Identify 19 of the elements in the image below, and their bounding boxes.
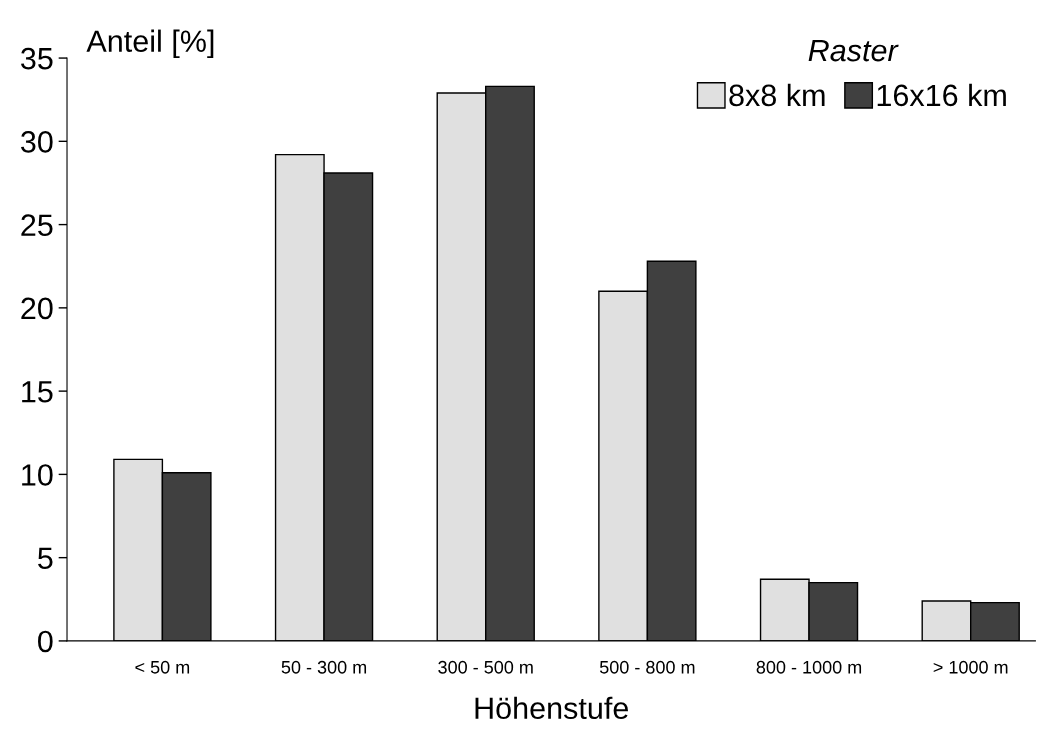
y-tick-label: 35 — [21, 47, 53, 70]
y-tick-label: 15 — [22, 381, 53, 403]
x-tick-label: 50 - 300 m — [281, 660, 367, 674]
x-tick-label: > 1000 m — [933, 660, 1008, 674]
y-tick-label: 0 — [38, 630, 53, 653]
legend-label: 8x8 km — [729, 83, 825, 107]
x-tick-label: < 50 m — [135, 660, 190, 674]
y-tick-label: 30 — [21, 131, 53, 153]
x-tick-label: 500 - 800 m — [599, 660, 695, 674]
y-tick-label: 25 — [21, 214, 53, 236]
y-tick-label: 10 — [22, 464, 53, 486]
legend-label: 16x16 km — [877, 83, 1006, 107]
legend-title: Raster — [808, 40, 899, 62]
x-axis-title: Höhenstufe — [475, 696, 628, 720]
y-tick-label: 5 — [38, 547, 53, 570]
y-tick-label: 20 — [21, 297, 53, 320]
x-tick-label: 800 - 1000 m — [756, 660, 862, 674]
y-axis-title: Anteil [%] — [86, 29, 214, 59]
x-tick-label: 300 - 500 m — [438, 660, 533, 674]
